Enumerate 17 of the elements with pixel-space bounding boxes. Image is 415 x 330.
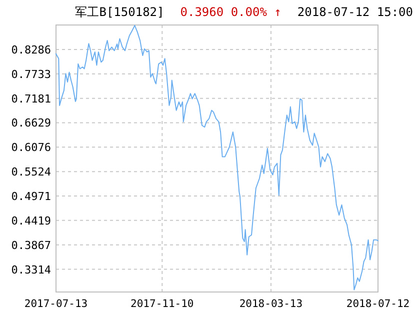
x-tick-label: 2018-07-12 bbox=[346, 298, 410, 310]
y-tick-label: 0.8286 bbox=[11, 43, 51, 56]
y-tick-label: 0.4419 bbox=[11, 214, 51, 228]
y-tick-label: 0.7733 bbox=[11, 68, 51, 81]
text: 2018-07-12 15:00 bbox=[297, 5, 413, 19]
y-tick-label: 0.6076 bbox=[11, 141, 51, 154]
y-tick-label: 0.7181 bbox=[11, 92, 51, 106]
y-tick-label: 0.4971 bbox=[11, 190, 51, 204]
y-tick-label: 0.3314 bbox=[11, 263, 52, 276]
y-tick-label: 0.3867 bbox=[11, 238, 51, 252]
y-tick-label: 0.6629 bbox=[11, 116, 51, 130]
y-tick-label: 0.5524 bbox=[11, 166, 52, 179]
x-tick-label: 2017-07-13 bbox=[24, 298, 88, 310]
chart-subtitle: 0.3960 0.00% ↑ bbox=[180, 5, 282, 19]
x-tick-label: 2017-11-10 bbox=[130, 298, 194, 310]
chart-title: 军工B[150182] bbox=[75, 5, 164, 19]
x-tick-label: 2018-03-13 bbox=[239, 298, 303, 310]
